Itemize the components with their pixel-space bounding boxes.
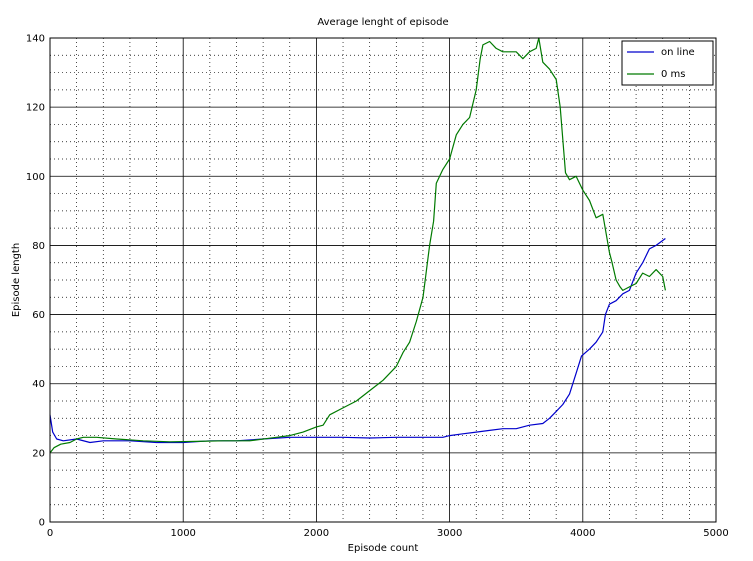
y-tick-label: 100 (26, 172, 45, 183)
legend-label-on-line: on line (661, 47, 695, 58)
y-axis-label: Episode length (11, 243, 22, 317)
y-tick-label: 40 (32, 379, 45, 390)
series-line-on-line (49, 238, 666, 444)
legend-label-0-ms: 0 ms (661, 69, 686, 80)
y-tick-label: 140 (26, 34, 45, 45)
chart-title: Average lenght of episode (317, 17, 448, 28)
y-tick-label: 20 (32, 448, 45, 459)
x-tick-label: 5000 (703, 528, 728, 539)
x-tick-label: 4000 (570, 528, 595, 539)
x-axis-ticks: 0 1000 2000 3000 4000 5000 (47, 528, 729, 539)
series-line-0-ms (49, 37, 666, 454)
x-tick-label: 3000 (437, 528, 462, 539)
y-axis-ticks: 0 20 40 60 80 100 120 140 (26, 34, 45, 529)
y-tick-label: 60 (32, 310, 45, 321)
legend-box (621, 40, 714, 86)
series-layer (49, 37, 666, 454)
x-tick-label: 1000 (170, 528, 195, 539)
legend: on line 0 ms (621, 40, 714, 86)
x-tick-label: 0 (47, 528, 53, 539)
y-tick-label: 80 (32, 241, 45, 252)
plot-area-border (49, 37, 717, 523)
x-tick-label: 2000 (304, 528, 329, 539)
x-axis-label: Episode count (348, 543, 419, 554)
y-tick-label: 0 (39, 518, 45, 529)
y-tick-label: 120 (26, 103, 45, 114)
minor-grid (50, 38, 716, 522)
